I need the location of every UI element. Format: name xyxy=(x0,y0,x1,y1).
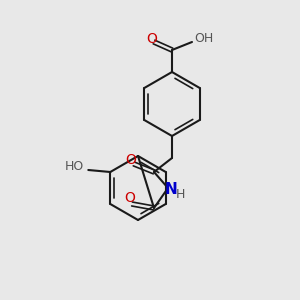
Text: O: O xyxy=(126,153,136,167)
Text: N: N xyxy=(165,182,177,196)
Text: O: O xyxy=(147,32,158,46)
Text: H: H xyxy=(175,188,185,200)
Text: O: O xyxy=(124,191,135,205)
Text: HO: HO xyxy=(65,160,84,172)
Text: OH: OH xyxy=(194,32,213,46)
